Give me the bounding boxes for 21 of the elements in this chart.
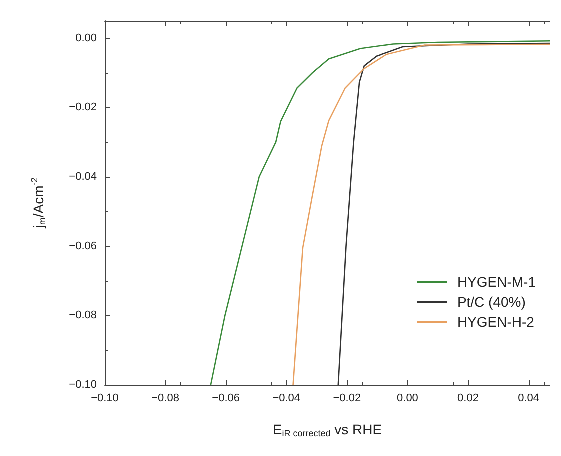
legend-label: HYGEN-M-1 bbox=[457, 274, 536, 290]
x-tick-label: −0.02 bbox=[333, 392, 362, 404]
y-tick-label: −0.02 bbox=[69, 102, 97, 114]
x-tick-label: −0.10 bbox=[91, 392, 119, 404]
y-tick-label: −0.08 bbox=[69, 310, 97, 322]
x-tick-label: −0.08 bbox=[152, 392, 180, 404]
x-tick-label: 0.04 bbox=[518, 392, 540, 404]
x-tick-label: −0.06 bbox=[212, 392, 240, 404]
line-series bbox=[292, 44, 551, 386]
x-tick-label: 0.02 bbox=[458, 392, 479, 404]
y-tick-label: −0.10 bbox=[69, 379, 97, 391]
y-tick-label: 0.00 bbox=[76, 32, 97, 44]
x-tick-label: 0.00 bbox=[397, 392, 418, 404]
y-tick-label: −0.04 bbox=[69, 171, 97, 183]
x-tick-label: −0.04 bbox=[272, 392, 301, 404]
y-tick-label: −0.06 bbox=[69, 240, 97, 252]
y-axis-title: jm/Acm-2 bbox=[30, 178, 48, 230]
line-series bbox=[210, 40, 551, 386]
line-series bbox=[338, 42, 551, 386]
legend-label: Pt/C (40%) bbox=[457, 294, 526, 310]
legend-label: HYGEN-H-2 bbox=[457, 314, 535, 330]
